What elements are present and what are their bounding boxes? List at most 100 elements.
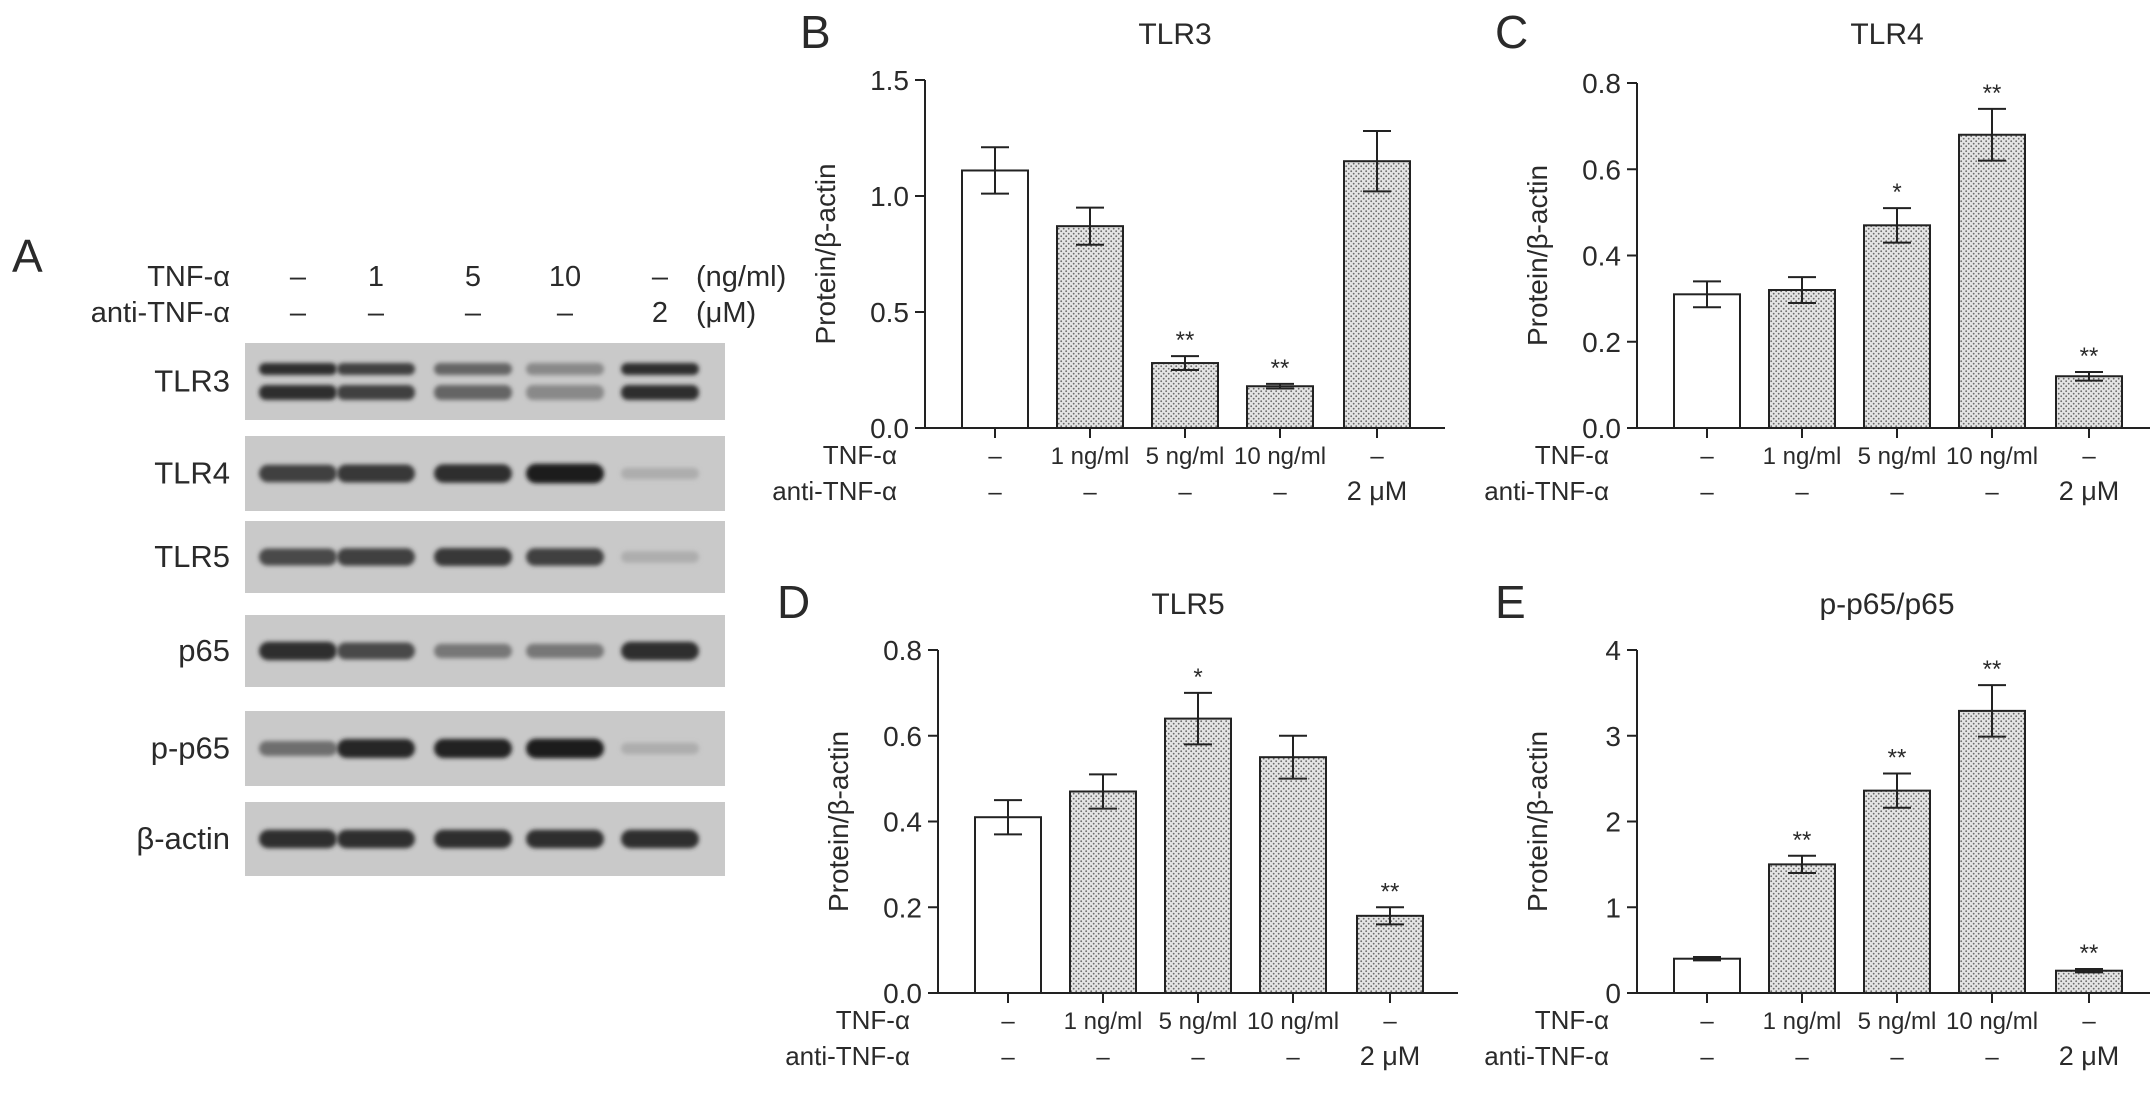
- bar: [2055, 375, 2123, 429]
- bar: [1673, 957, 1741, 995]
- blot-band: [434, 385, 512, 400]
- blot-band: [526, 548, 604, 566]
- blot-header-value: –: [652, 261, 669, 293]
- tnf-dose-label: –: [1383, 1008, 1397, 1035]
- tnf-dose-label: 10 ng/ml: [1234, 443, 1326, 470]
- anti-tnf-dose-label: 2 μM: [1360, 1041, 1421, 1071]
- blot-header-value: 2: [652, 297, 668, 329]
- y-tick-label: 0.4: [1582, 241, 1621, 272]
- bar: [1164, 717, 1232, 994]
- tnf-dose-label: 10 ng/ml: [1946, 443, 2038, 470]
- tnf-dose-label: 1 ng/ml: [1064, 1008, 1143, 1035]
- anti-tnf-dose-label: –: [1890, 1044, 1904, 1071]
- blot-band: [434, 464, 512, 483]
- anti-tnf-dose-label: –: [1700, 479, 1714, 506]
- panel-letter: C: [1495, 6, 1528, 58]
- bar: [1673, 293, 1741, 429]
- blot-band: [259, 548, 337, 566]
- tnf-row-label: TNF-α: [823, 440, 897, 470]
- anti-tnf-row-label: anti-TNF-α: [772, 476, 897, 506]
- anti-tnf-dose-label: –: [1795, 479, 1809, 506]
- blot-band: [434, 363, 512, 375]
- anti-tnf-dose-label: –: [1178, 479, 1192, 506]
- blot-band: [621, 363, 699, 375]
- significance-mark: **: [2080, 940, 2099, 967]
- tnf-dose-label: 10 ng/ml: [1946, 1008, 2038, 1035]
- y-axis-label: Protein/β-actin: [823, 731, 854, 912]
- anti-tnf-dose-label: 2 μM: [1347, 476, 1408, 506]
- bar: [1356, 914, 1424, 995]
- anti-tnf-dose-label: –: [1273, 479, 1287, 506]
- blot-band: [259, 464, 337, 483]
- tnf-dose-label: –: [1700, 1008, 1714, 1035]
- panel-a-letter: A: [12, 230, 43, 282]
- blot-band: [337, 739, 415, 758]
- blot-header-unit: (ng/ml): [696, 261, 786, 293]
- y-tick-label: 0.4: [883, 807, 922, 838]
- tnf-dose-label: –: [2082, 1008, 2096, 1035]
- bar: [1343, 160, 1411, 429]
- y-tick-label: 0: [1605, 978, 1621, 1009]
- blot-header: TNF-α –1 5 10– (ng/ml)anti-TNF-α – – – –2 (μM): [91, 261, 786, 329]
- y-tick-label: 4: [1605, 635, 1621, 666]
- anti-tnf-row-label: anti-TNF-α: [785, 1041, 910, 1071]
- tnf-dose-label: 5 ng/ml: [1858, 1008, 1937, 1035]
- blot-label: β-actin: [136, 821, 230, 856]
- tlr5-chart: D TLR50.00.20.40.60.8Protein/β-actin***TN…: [777, 576, 1458, 1071]
- y-tick-label: 0.5: [870, 297, 909, 328]
- y-tick-label: 0.6: [883, 721, 922, 752]
- y-axis-label: Protein/β-actin: [810, 163, 841, 344]
- blot-label: p-p65: [151, 731, 230, 766]
- bar: [1863, 224, 1931, 429]
- significance-mark: **: [1271, 355, 1290, 382]
- blot-rows: TLR3 TLR4 TLR5 p65 p-p65 β-actin: [136, 343, 725, 876]
- blot-band: [434, 643, 512, 659]
- anti-tnf-dose-label: 2 μM: [2059, 1041, 2120, 1071]
- bar: [1151, 362, 1219, 430]
- blot-band: [621, 551, 699, 563]
- bar: [1863, 789, 1931, 994]
- blot-band: [337, 385, 415, 400]
- blot-band: [526, 385, 604, 400]
- blot-label: TLR3: [154, 364, 230, 399]
- y-tick-label: 1.0: [870, 181, 909, 212]
- blot-band: [259, 641, 337, 661]
- blot-band: [259, 363, 337, 375]
- bar: [1069, 790, 1137, 994]
- y-tick-label: 0.2: [883, 892, 922, 923]
- anti-tnf-dose-label: –: [1985, 479, 1999, 506]
- y-tick-label: 0.8: [883, 635, 922, 666]
- y-axis-label: Protein/β-actin: [1522, 165, 1553, 346]
- tnf-dose-label: 1 ng/ml: [1763, 1008, 1842, 1035]
- anti-tnf-dose-label: 2 μM: [2059, 476, 2120, 506]
- blot-header-value: 5: [465, 261, 481, 293]
- blot-header-label: anti-TNF-α: [91, 297, 230, 329]
- anti-tnf-dose-label: –: [1700, 1044, 1714, 1071]
- anti-tnf-dose-label: –: [1795, 1044, 1809, 1071]
- significance-mark: *: [1193, 664, 1202, 691]
- blot-band: [621, 385, 699, 400]
- tnf-dose-label: 5 ng/ml: [1159, 1008, 1238, 1035]
- chart-title: TLR5: [1151, 588, 1224, 621]
- blot-band: [526, 643, 604, 659]
- significance-mark: **: [1793, 827, 1812, 854]
- tnf-dose-label: –: [1001, 1008, 1015, 1035]
- significance-mark: **: [1983, 80, 2002, 107]
- significance-mark: **: [1381, 878, 1400, 905]
- blot-header-value: –: [557, 297, 574, 329]
- blot-label: TLR5: [154, 539, 230, 574]
- anti-tnf-dose-label: –: [988, 479, 1002, 506]
- bar: [1259, 756, 1327, 994]
- tnf-dose-label: 10 ng/ml: [1247, 1008, 1339, 1035]
- significance-mark: **: [1888, 744, 1907, 771]
- blot-label: TLR4: [154, 456, 230, 491]
- y-tick-label: 1.5: [870, 65, 909, 96]
- tnf-dose-label: –: [2082, 443, 2096, 470]
- anti-tnf-dose-label: –: [1083, 479, 1097, 506]
- bar: [1958, 709, 2026, 994]
- tnf-dose-label: 5 ng/ml: [1146, 443, 1225, 470]
- significance-mark: *: [1892, 179, 1901, 206]
- tnf-dose-label: 1 ng/ml: [1051, 443, 1130, 470]
- significance-mark: **: [2080, 343, 2099, 370]
